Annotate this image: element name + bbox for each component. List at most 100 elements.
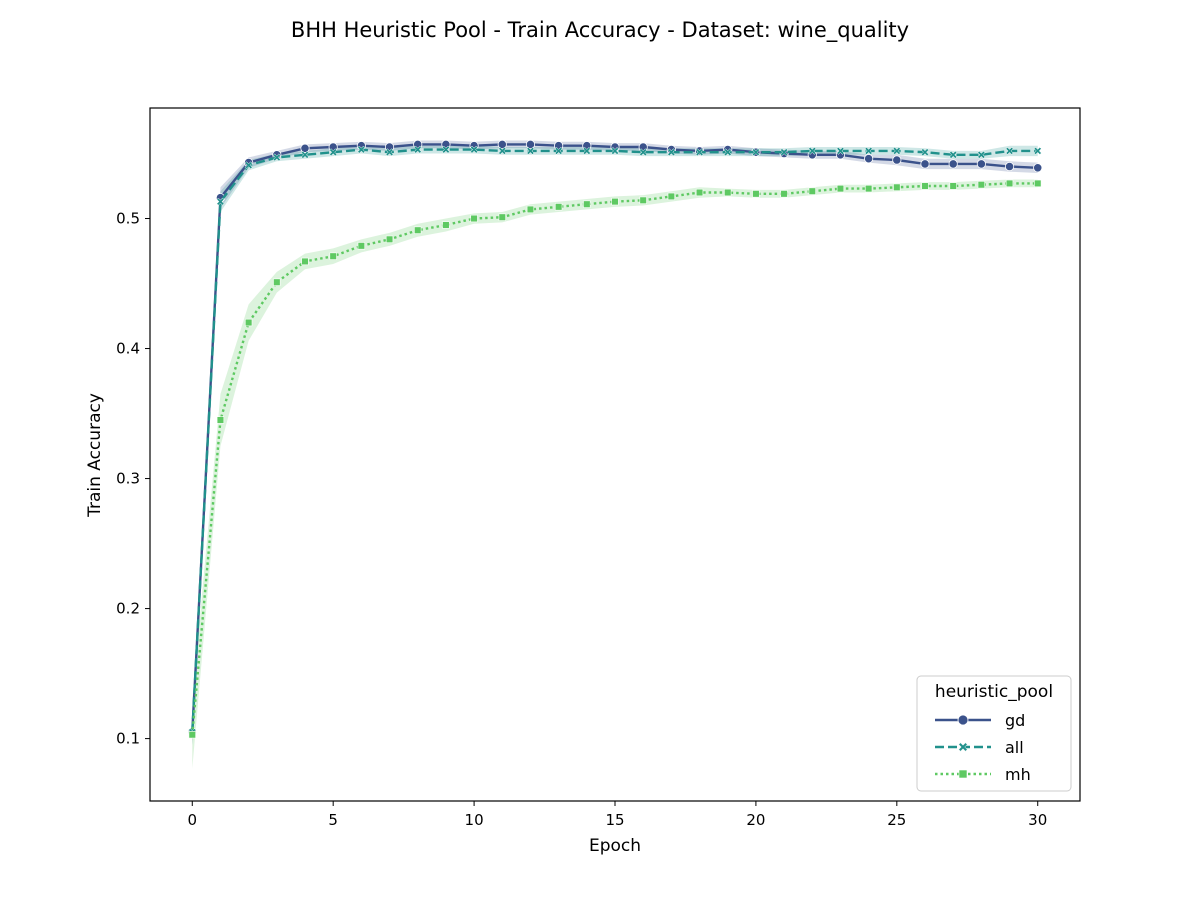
data-point-gd (1033, 163, 1043, 173)
data-point-mh (498, 213, 506, 221)
y-axis: 0.1 0.2 0.3 0.4 0.5 (116, 210, 150, 748)
data-point-mh (301, 257, 309, 266)
data-point-gd (976, 159, 986, 169)
data-point-mh (611, 197, 619, 206)
y-tick-label: 0.5 (116, 210, 140, 228)
data-point-all (892, 146, 901, 155)
data-point-mh (188, 731, 196, 739)
x-axis: 0 5 10 15 20 25 30 (187, 801, 1047, 829)
legend-marker (958, 769, 968, 779)
data-point-all (723, 148, 732, 157)
x-tick-label: 10 (465, 811, 484, 829)
data-point-gd (525, 139, 536, 150)
legend-box (916, 675, 1072, 792)
data-point-all (667, 148, 676, 157)
plot-area (187, 139, 1043, 769)
data-point-mh (583, 200, 591, 208)
legend-item-all: all (935, 738, 1024, 757)
data-point-mh (695, 188, 704, 197)
x-tick-label: 30 (1028, 811, 1047, 829)
data-point-mh (414, 226, 422, 234)
data-point-all (1005, 146, 1014, 155)
data-point-mh (357, 242, 366, 250)
data-point-mh (639, 196, 647, 204)
data-point-gd (892, 155, 902, 165)
band-mh (192, 179, 1038, 769)
data-point-all (1033, 146, 1042, 155)
data-point-all (441, 145, 450, 154)
x-tick-label: 15 (605, 811, 624, 829)
x-tick-label: 25 (887, 811, 906, 829)
data-point-all (751, 148, 760, 157)
data-point-mh (329, 252, 337, 260)
data-point-all (498, 146, 507, 155)
data-point-mh (1005, 179, 1014, 188)
data-point-all (554, 146, 563, 155)
legend-label: gd (1005, 711, 1025, 730)
data-point-all (413, 145, 422, 154)
data-point-all (216, 197, 225, 206)
data-point-all (272, 153, 281, 162)
data-point-gd (497, 139, 507, 150)
data-point-mh (921, 182, 929, 190)
data-point-all (526, 146, 535, 155)
data-point-mh (526, 205, 535, 214)
data-point-all (301, 150, 309, 159)
data-point-gd (864, 154, 874, 164)
series-line-all (191, 148, 1038, 733)
data-point-all (329, 148, 338, 157)
legend-label: all (1005, 738, 1024, 757)
data-point-all (949, 150, 958, 159)
data-point-all (244, 161, 253, 170)
data-point-mh (893, 183, 901, 191)
data-point-mh (724, 188, 732, 197)
data-point-mh (949, 182, 957, 190)
data-point-all (639, 148, 648, 157)
x-tick-label: 5 (328, 811, 338, 829)
data-point-mh (385, 235, 394, 243)
y-tick-label: 0.4 (116, 340, 140, 358)
data-point-mh (1034, 179, 1042, 188)
data-point-mh (667, 192, 676, 201)
band-all (192, 145, 1038, 746)
chart-title: BHH Heuristic Pool - Train Accuracy - Da… (291, 18, 909, 43)
data-point-mh (470, 214, 478, 223)
data-point-all (357, 145, 366, 154)
data-point-all (780, 148, 789, 157)
data-point-mh (836, 184, 845, 193)
data-point-all (808, 146, 817, 155)
data-point-gd (948, 159, 958, 169)
data-point-mh (216, 416, 225, 424)
data-point-mh (864, 184, 873, 193)
data-point-all (470, 145, 479, 154)
legend: heuristic_pool gd all mh (916, 675, 1072, 792)
data-point-mh (977, 181, 986, 189)
data-point-all (582, 146, 591, 155)
band-gd (192, 140, 1038, 746)
data-point-mh (244, 318, 253, 327)
data-point-all (611, 146, 619, 155)
x-tick-label: 0 (187, 811, 197, 829)
y-axis-label: Train Accuracy (85, 393, 105, 518)
legend-title: heuristic_pool (935, 682, 1053, 702)
series-line-gd (191, 143, 1038, 733)
legend-marker (957, 714, 969, 726)
data-point-all (385, 148, 394, 157)
legend-item-mh: mh (935, 765, 1031, 784)
data-point-mh (554, 203, 563, 211)
data-point-all (864, 146, 873, 155)
legend-marker (958, 742, 968, 752)
y-tick-label: 0.3 (116, 470, 140, 488)
y-tick-label: 0.2 (116, 600, 140, 618)
data-point-all (836, 146, 845, 155)
legend-item-gd: gd (935, 711, 1025, 730)
data-point-mh (273, 278, 281, 286)
data-point-all (977, 150, 986, 159)
data-point-mh (808, 187, 816, 195)
data-point-mh (752, 190, 760, 198)
data-point-gd (300, 143, 310, 153)
data-point-mh (442, 221, 450, 229)
data-point-all (921, 148, 929, 157)
data-point-gd (1004, 161, 1015, 172)
